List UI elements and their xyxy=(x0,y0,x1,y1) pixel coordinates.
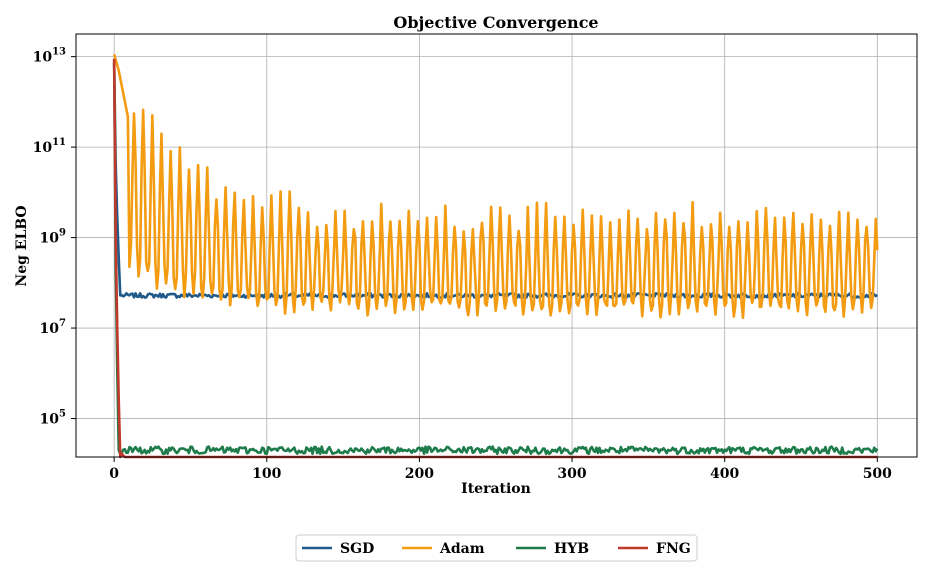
plot-frame xyxy=(75,33,918,458)
legend: SGD Adam HYB FNG xyxy=(295,534,698,562)
chart-title: Objective Convergence xyxy=(393,13,598,32)
x-axis-label: Iteration xyxy=(461,481,531,497)
series-lines xyxy=(112,54,879,459)
x-tick-label: 300 xyxy=(557,466,586,482)
legend-frame xyxy=(295,534,698,562)
legend-label-fng: FNG xyxy=(656,541,691,557)
x-tick-label: 400 xyxy=(710,466,739,482)
legend-label-adam: Adam xyxy=(439,541,485,557)
legend-label-sgd: SGD xyxy=(340,541,374,557)
series-line-adam xyxy=(112,54,879,320)
y-tick-label: 1013 xyxy=(33,47,66,66)
legend-label-hyb: HYB xyxy=(554,541,589,557)
series-line-hyb xyxy=(112,61,879,456)
x-tick-label: 200 xyxy=(405,466,434,482)
x-tick-label: 500 xyxy=(863,466,892,482)
x-tick-label: 100 xyxy=(252,466,281,482)
y-axis-ticks: 105 107 109 1011 1013 xyxy=(33,47,76,428)
y-tick-label: 109 xyxy=(40,228,66,247)
x-axis-ticks: 0 100 200 300 400 500 xyxy=(109,457,892,482)
y-axis-label: Neg ELBO xyxy=(14,205,30,286)
y-tick-label: 1011 xyxy=(33,137,66,156)
y-tick-label: 105 xyxy=(40,409,66,428)
y-tick-label: 107 xyxy=(40,318,66,337)
x-tick-label: 0 xyxy=(109,466,119,482)
